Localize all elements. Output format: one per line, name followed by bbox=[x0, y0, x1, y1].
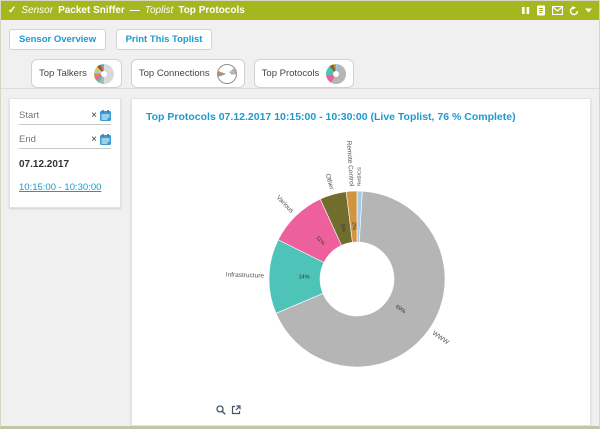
end-clear-icon[interactable]: × bbox=[91, 133, 97, 145]
tabs-divider bbox=[1, 88, 599, 89]
toplist-time-range-link[interactable]: 10:15:00 - 10:30:00 bbox=[19, 182, 102, 193]
end-field-row: × bbox=[19, 132, 111, 149]
tab-top-connections[interactable]: Top Connections bbox=[130, 59, 245, 88]
toolbar: Sensor Overview Print This Toplist bbox=[1, 20, 599, 50]
zoom-magnifier-icon[interactable] bbox=[216, 405, 226, 415]
toplist-tabs-row: Top Talkers Top Connections Top Protocol… bbox=[1, 59, 599, 89]
donut-pct-label: 69% bbox=[394, 304, 407, 315]
donut-slice-remote-control bbox=[345, 190, 358, 243]
top-talkers-pie-icon bbox=[93, 63, 114, 84]
breadcrumb-toplist-label: Toplist bbox=[144, 5, 174, 16]
pause-icon[interactable] bbox=[522, 6, 530, 15]
chart-title: Top Protocols 07.12.2017 10:15:00 - 10:3… bbox=[146, 111, 516, 123]
top-connections-pie-icon bbox=[216, 63, 237, 84]
open-external-icon[interactable] bbox=[231, 405, 241, 415]
date-range-panel: × × 07.12.2017 10:15:00 - 10:30:00 bbox=[9, 98, 121, 208]
start-field-row: × bbox=[19, 108, 111, 125]
protocols-donut-chart: NetBIOS 69% WWW 14% Infrastructure 11% Various… bbox=[226, 141, 451, 368]
tab-top-talkers-label: Top Talkers bbox=[39, 68, 87, 79]
donut-pct-label: 5% bbox=[339, 223, 347, 232]
start-clear-icon[interactable]: × bbox=[91, 109, 97, 121]
tab-top-protocols-label: Top Protocols bbox=[261, 68, 320, 79]
donut-category-label: NetBIOS bbox=[356, 167, 363, 186]
content-area: × × 07.12.2017 10:15:00 - 10:30:00 Top P… bbox=[1, 89, 599, 426]
chevron-down-icon[interactable] bbox=[585, 8, 592, 13]
donut-pct-label: 11% bbox=[314, 235, 326, 247]
end-input[interactable] bbox=[19, 134, 71, 145]
donut-category-label: Infrastructure bbox=[226, 271, 265, 279]
breadcrumb-sensor-label: Sensor bbox=[21, 5, 54, 16]
donut-category-label: Remote Control bbox=[345, 141, 355, 187]
end-calendar-icon[interactable] bbox=[100, 134, 111, 145]
page-header: ✓ Sensor Packet Sniffer — Toplist Top Pr… bbox=[1, 1, 599, 20]
toplist-chart-panel: Top Protocols 07.12.2017 10:15:00 - 10:3… bbox=[131, 98, 591, 426]
breadcrumb-toplist-name: Top Protocols bbox=[178, 5, 245, 16]
start-input[interactable] bbox=[19, 110, 71, 121]
donut-slice-www bbox=[275, 190, 446, 368]
donut-category-label: Other bbox=[324, 173, 335, 191]
tab-top-connections-label: Top Connections bbox=[138, 68, 210, 79]
toplist-date: 07.12.2017 bbox=[19, 159, 70, 170]
sensor-ok-check-icon: ✓ bbox=[8, 5, 17, 16]
donut-pct-label: 2% bbox=[350, 222, 356, 230]
email-icon[interactable] bbox=[552, 6, 563, 15]
report-icon[interactable] bbox=[536, 5, 546, 16]
refresh-icon[interactable] bbox=[569, 5, 579, 16]
tab-top-talkers[interactable]: Top Talkers bbox=[31, 59, 122, 88]
tab-top-protocols[interactable]: Top Protocols bbox=[253, 59, 355, 88]
donut-category-label: Various bbox=[275, 194, 296, 215]
start-calendar-icon[interactable] bbox=[100, 110, 111, 121]
sensor-overview-button[interactable]: Sensor Overview bbox=[9, 29, 107, 50]
chart-tools bbox=[216, 405, 241, 415]
breadcrumb-separator: — bbox=[129, 5, 140, 16]
print-toplist-button[interactable]: Print This Toplist bbox=[115, 29, 213, 50]
breadcrumb-sensor-name[interactable]: Packet Sniffer bbox=[58, 5, 125, 16]
donut-category-label: WWW bbox=[431, 330, 451, 347]
top-protocols-pie-icon bbox=[326, 63, 347, 84]
donut-pct-label: 14% bbox=[298, 274, 309, 280]
